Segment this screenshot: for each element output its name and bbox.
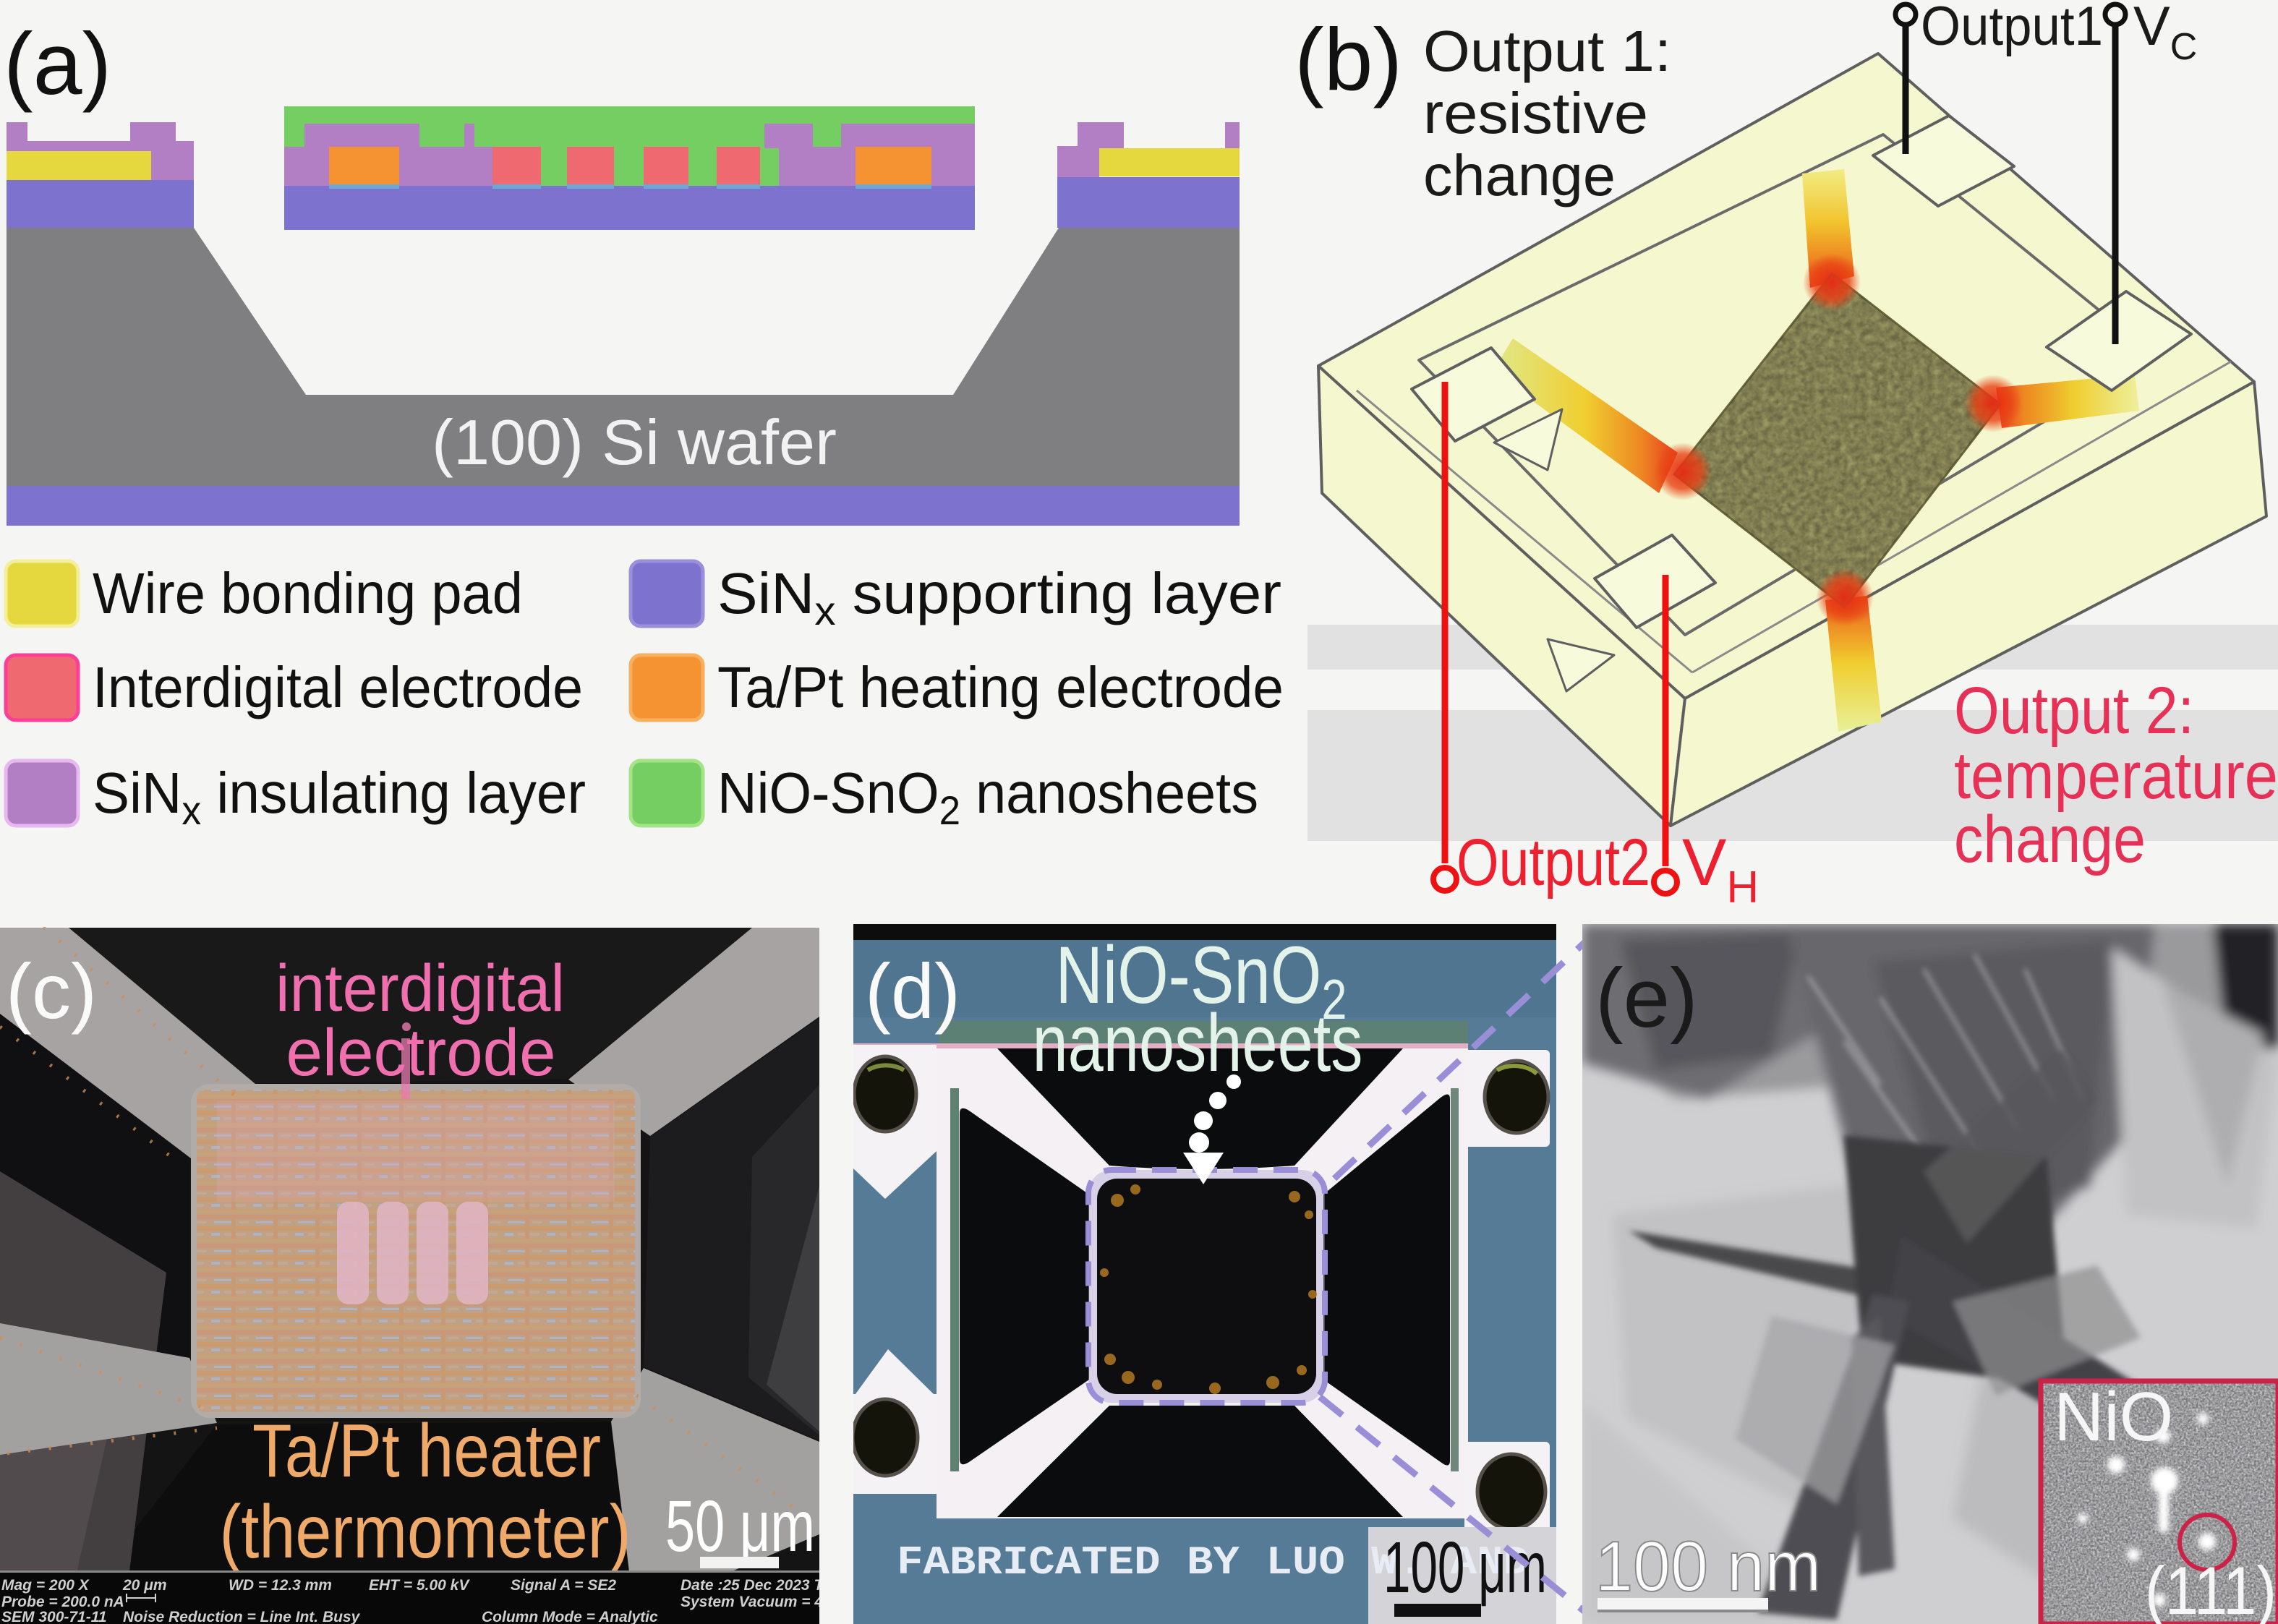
svg-text:NiO-SnO2 nanosheets: NiO-SnO2 nanosheets: [717, 761, 1258, 833]
svg-text:Ta/Pt heater: Ta/Pt heater: [252, 1409, 601, 1493]
svg-text:Signal A = SE2: Signal A = SE2: [511, 1577, 616, 1594]
svg-text:change: change: [1423, 143, 1616, 208]
svg-text:Wire bonding pad: Wire bonding pad: [93, 561, 523, 625]
svg-text:Date :25 Dec 2023 Time: Date :25 Dec 2023 Time: [681, 1577, 849, 1594]
svg-text:NiO-SnO2: NiO-SnO2: [1056, 930, 1347, 1031]
svg-text:(100) Si wafer: (100) Si wafer: [432, 406, 837, 478]
svg-text:FABRICATED BY LUO W. AND: FABRICATED BY LUO W. AND: [897, 1539, 1530, 1586]
svg-text:EHT = 5.00 kV: EHT = 5.00 kV: [369, 1577, 470, 1594]
svg-text:(d): (d): [865, 947, 960, 1035]
svg-text:Ta/Pt heating electrode: Ta/Pt heating electrode: [717, 655, 1284, 719]
svg-text:Output2: Output2: [1456, 826, 1650, 899]
svg-text:Column Mode = Analytic: Column Mode = Analytic: [482, 1609, 658, 1624]
svg-text:(111): (111): [2145, 1552, 2277, 1624]
svg-text:(e): (e): [1595, 951, 1698, 1045]
svg-text:resistive: resistive: [1423, 81, 1648, 145]
svg-text:Probe = 200.0 nA: Probe = 200.0 nA: [1, 1594, 124, 1610]
svg-text:electrode: electrode: [286, 1016, 556, 1090]
svg-text:Mag = 200 X: Mag = 200 X: [1, 1577, 90, 1594]
svg-text:SEM 300-71-11: SEM 300-71-11: [1, 1609, 107, 1624]
svg-text:50 μm: 50 μm: [665, 1486, 815, 1567]
svg-text:(c): (c): [6, 947, 97, 1035]
svg-text:nanosheets: nanosheets: [1033, 998, 1363, 1088]
svg-text:20 μm: 20 μm: [122, 1577, 167, 1594]
svg-text:Output 1:: Output 1:: [1423, 19, 1671, 83]
svg-text:SiNx supporting layer: SiNx supporting layer: [717, 561, 1281, 633]
svg-text:Noise Reduction = Line Int. Bu: Noise Reduction = Line Int. Busy: [123, 1609, 361, 1624]
svg-text:System Vacuum = 4.08e-: System Vacuum = 4.08e-: [681, 1594, 858, 1610]
svg-text:100 nm: 100 nm: [1595, 1526, 1821, 1606]
svg-text:NiO: NiO: [2054, 1378, 2173, 1456]
svg-text:(b): (b): [1294, 10, 1402, 108]
svg-text:SiNx insulating layer: SiNx insulating layer: [93, 761, 586, 833]
svg-text:change: change: [1954, 803, 2146, 876]
svg-text:Output 2:: Output 2:: [1954, 674, 2194, 748]
svg-text:100 μm: 100 μm: [1383, 1527, 1547, 1608]
svg-text:(a): (a): [4, 14, 111, 113]
svg-text:temperature: temperature: [1954, 739, 2278, 813]
svg-text:(thermometer): (thermometer): [220, 1490, 631, 1574]
svg-text:Output1: Output1: [1921, 0, 2103, 57]
svg-text:interdigital: interdigital: [276, 952, 565, 1025]
svg-text:Interdigital electrode: Interdigital electrode: [93, 655, 583, 719]
svg-text:WD = 12.3 mm: WD = 12.3 mm: [229, 1577, 332, 1594]
